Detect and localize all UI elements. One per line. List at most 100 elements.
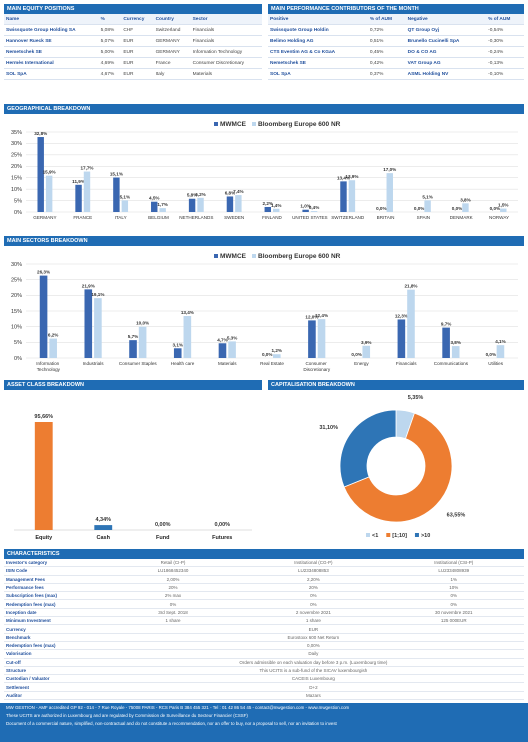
bar: [49, 338, 57, 358]
cell: Daily: [102, 649, 524, 659]
bar: [462, 203, 469, 212]
bar: [121, 200, 129, 212]
cell: Switzerland: [153, 24, 191, 36]
bar: [273, 208, 280, 212]
legend-swatch: [214, 254, 218, 258]
section-header: CAPITALISATION BREAKDOWN: [268, 380, 524, 390]
cell: Auditor: [4, 691, 103, 701]
cell: GERMANY: [153, 35, 191, 47]
value-label: 15,9%: [43, 170, 56, 175]
legend-swatch: [386, 533, 391, 537]
cell: Redemption fees (max): [4, 641, 103, 651]
y-tick-label: 0%: [14, 356, 22, 362]
x-tick-label: NETHERLANDS: [179, 215, 213, 220]
x-tick-label: Consumer Staples: [119, 361, 157, 366]
x-tick-label: Health care: [171, 361, 195, 366]
cell: -0,30%: [486, 35, 524, 47]
bar: [83, 171, 91, 212]
value-label: 3,8%: [460, 197, 470, 202]
bar: [151, 201, 158, 212]
y-tick-label: 20%: [11, 164, 22, 170]
cell: 0,37%: [367, 68, 406, 80]
row: Subscription fees (max) 2% max 0% 0%: [4, 591, 524, 601]
legend-swatch: [414, 533, 419, 537]
cell: 10%: [383, 583, 524, 593]
cell: 3rd Sept. 2018: [102, 608, 244, 618]
section-header: GEOGRAPHICAL BREAKDOWN: [4, 104, 524, 114]
cell: 0,51%: [367, 35, 406, 47]
cell: Nemetschek SE: [4, 46, 99, 58]
x-tick-label: Equity: [35, 535, 53, 541]
value-label: 31,10%: [319, 425, 338, 431]
column-header: Name: [4, 14, 99, 25]
cell: Financials: [190, 24, 262, 36]
cell: France: [153, 57, 191, 69]
value-label: 5,3%: [227, 335, 237, 340]
value-label: 1,4%: [271, 203, 281, 208]
column-header: %: [98, 14, 122, 25]
y-tick-label: 30%: [11, 262, 22, 268]
value-label: 17,0%: [383, 167, 396, 172]
bar: [424, 200, 431, 212]
legend-swatch: [214, 122, 218, 126]
y-tick-label: 0%: [14, 210, 22, 216]
y-tick-label: 35%: [11, 130, 22, 136]
value-label: 13,4%: [337, 175, 350, 180]
bar: [188, 198, 196, 212]
row: Nemetschek SE 0,42% VAT Group AG -0,13%: [268, 57, 524, 69]
cell: Structure: [4, 666, 103, 676]
value-label: 19,1%: [91, 292, 104, 297]
row: ISIN Code LU1868452340 LU2334808853 LU23348…: [4, 566, 524, 576]
row: Auditor Mazars: [4, 691, 524, 701]
bar: [159, 208, 166, 212]
value-label: 63,55%: [447, 512, 466, 518]
legend-label: >10: [421, 533, 430, 539]
value-label: 21,8%: [404, 284, 417, 289]
cell: Mazars: [102, 691, 524, 701]
bar: [94, 298, 102, 358]
row: Inception date 3rd Sept. 2018 2 novembre 2…: [4, 608, 524, 618]
value-label: 2,2%: [263, 201, 273, 206]
bar: [302, 209, 309, 212]
cell: Cut-off: [4, 658, 103, 667]
value-label: 13,4%: [181, 310, 194, 315]
value-label: 12,4%: [315, 313, 328, 318]
value-label: 95,66%: [34, 414, 53, 420]
cell: Hannover Rueck SE: [4, 35, 99, 47]
y-tick-label: 15%: [11, 309, 22, 315]
legend-swatch: [366, 533, 370, 537]
cell: -0,54%: [486, 24, 524, 36]
value-label: 0,00%: [214, 522, 230, 528]
value-label: 12,0%: [305, 314, 318, 319]
bar: [45, 175, 53, 212]
cell: 1 share: [102, 616, 244, 626]
cell: 30 novembre 2021: [383, 608, 524, 618]
x-tick-label: Futures: [212, 535, 232, 541]
bar: [129, 340, 137, 358]
equity-section: MAIN EQUITY POSITIONS Name% Currency Countr…: [4, 4, 262, 80]
value-label: 0,0%: [376, 206, 386, 211]
value-label: 5,1%: [422, 194, 432, 199]
cell: 0%: [102, 599, 244, 609]
x-tick-label: BRITAIN: [377, 215, 395, 220]
cell: 0%: [383, 599, 524, 609]
y-tick-label: 20%: [11, 293, 22, 299]
y-tick-label: 10%: [11, 187, 22, 193]
bar: [348, 180, 356, 212]
value-label: 5,8%: [187, 193, 197, 198]
value-label: 0,0%: [351, 352, 361, 357]
x-tick-label: Consumer Discretionary: [303, 361, 331, 372]
value-label: 32,8%: [34, 131, 47, 136]
column-header: Currency: [121, 14, 154, 25]
bar: [235, 195, 242, 212]
cell: D+2: [102, 682, 524, 692]
value-label: 4,34%: [95, 517, 111, 523]
x-tick-label: UNITED STATES: [292, 215, 328, 220]
cell: -0,24%: [486, 46, 524, 58]
value-label: 6,2%: [195, 192, 205, 197]
contributors-section: MAIN PERFORMANCE CONTRIBUTORS OF THE MON…: [268, 4, 524, 80]
x-tick-label: DENMARK: [450, 215, 474, 220]
chart: 0% 5% 10% 15% 20% 25% 30% 35% MWMCE Bloomberg Eur…: [11, 121, 518, 220]
value-label: 4,7%: [217, 337, 227, 342]
